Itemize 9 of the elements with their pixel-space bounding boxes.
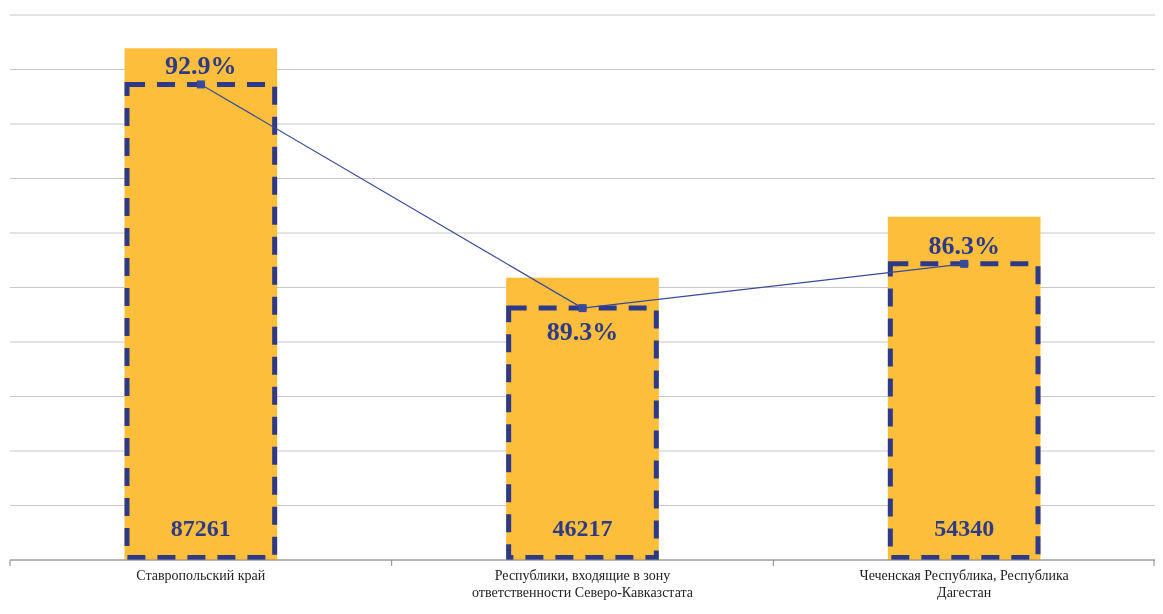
x-tick-label: Чеченская Республика, Республика Дагестан	[859, 568, 1070, 600]
x-tick-label: Ставропольский край	[136, 568, 266, 583]
annotation: 92.9%	[165, 51, 237, 81]
annotation: 89.3%	[546, 317, 619, 347]
data-label: 87261	[170, 515, 231, 541]
data-label: 54340	[934, 515, 995, 541]
data-label: 46217	[552, 515, 613, 541]
x-tick-label: Республики, входящие в зону ответственности Северо-Кавказстата	[472, 568, 694, 600]
annotation: 86.3%	[928, 230, 1000, 260]
